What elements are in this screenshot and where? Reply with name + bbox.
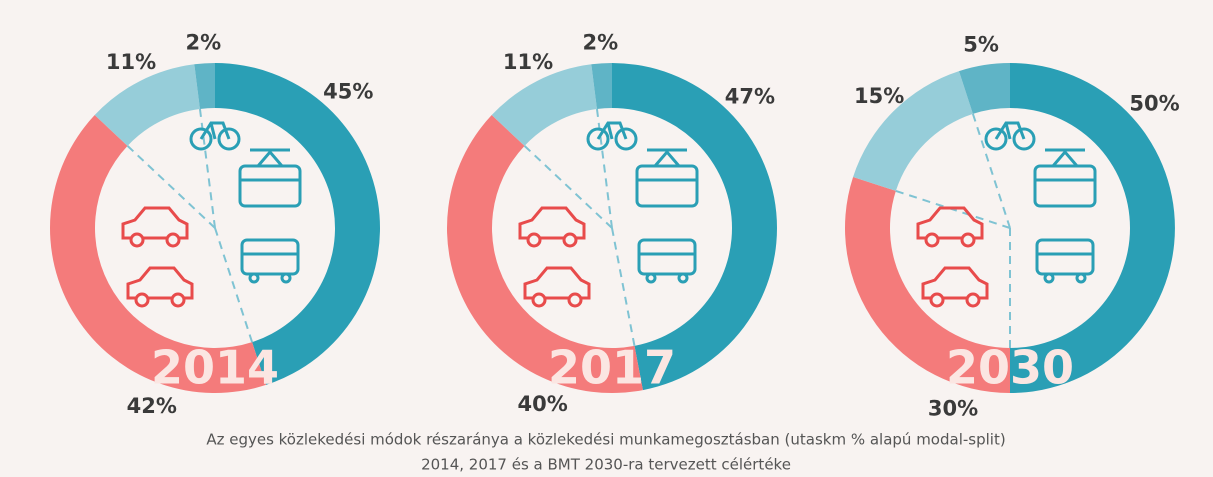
car-icon bbox=[916, 206, 984, 248]
car-icon bbox=[121, 206, 189, 248]
year-label: 2014 bbox=[151, 341, 279, 395]
divider bbox=[126, 145, 216, 229]
donut-segment bbox=[959, 63, 1010, 114]
value-label: 11% bbox=[106, 50, 156, 74]
donut-segment bbox=[194, 63, 215, 109]
donut: 50% 30% 15% 5% 2030 bbox=[844, 32, 1180, 420]
bus-icon bbox=[637, 238, 697, 284]
value-label: 11% bbox=[503, 50, 553, 74]
donut-segment bbox=[215, 63, 380, 385]
donut-segment bbox=[844, 177, 1010, 393]
car-icon bbox=[921, 266, 989, 308]
donut-segment bbox=[50, 115, 266, 393]
divider bbox=[971, 113, 1011, 229]
divider bbox=[523, 145, 613, 229]
donut-segment bbox=[94, 64, 200, 146]
bus-icon bbox=[1035, 238, 1095, 284]
value-label: 30% bbox=[928, 396, 978, 420]
donut-segment bbox=[853, 71, 973, 191]
year-label: 2030 bbox=[946, 341, 1074, 395]
caption-line: Az egyes közlekedési módok részaránya a … bbox=[206, 431, 1005, 449]
donut-segment bbox=[447, 115, 643, 393]
divider bbox=[214, 227, 254, 343]
car-icon bbox=[126, 266, 194, 308]
car-icon bbox=[523, 266, 591, 308]
value-label: 50% bbox=[1129, 92, 1179, 116]
value-label: 42% bbox=[127, 394, 177, 418]
divider bbox=[611, 227, 636, 347]
value-label: 45% bbox=[323, 80, 373, 104]
value-label: 40% bbox=[517, 392, 567, 416]
donut-segment bbox=[1010, 63, 1175, 393]
donut-segment bbox=[491, 64, 597, 146]
donut: 45% 42% 11% 2% 2014 bbox=[50, 30, 380, 418]
donut-segment bbox=[612, 63, 777, 391]
tram-icon bbox=[1033, 148, 1097, 208]
bus-icon bbox=[240, 238, 300, 284]
caption-line: 2014, 2017 és a BMT 2030-ra tervezett cé… bbox=[421, 456, 791, 474]
value-label: 5% bbox=[963, 32, 999, 56]
value-label: 47% bbox=[725, 84, 775, 108]
bike-icon bbox=[984, 121, 1036, 151]
donut-segment bbox=[591, 63, 612, 109]
tram-icon bbox=[238, 148, 302, 208]
bike-icon bbox=[586, 121, 638, 151]
bike-icon bbox=[189, 121, 241, 151]
value-label: 2% bbox=[186, 30, 222, 54]
value-label: 2% bbox=[583, 30, 619, 54]
value-label: 15% bbox=[854, 84, 904, 108]
tram-icon bbox=[635, 148, 699, 208]
year-label: 2017 bbox=[548, 341, 676, 395]
car-icon bbox=[518, 206, 586, 248]
donut: 47% 40% 11% 2% 2017 bbox=[447, 30, 777, 416]
